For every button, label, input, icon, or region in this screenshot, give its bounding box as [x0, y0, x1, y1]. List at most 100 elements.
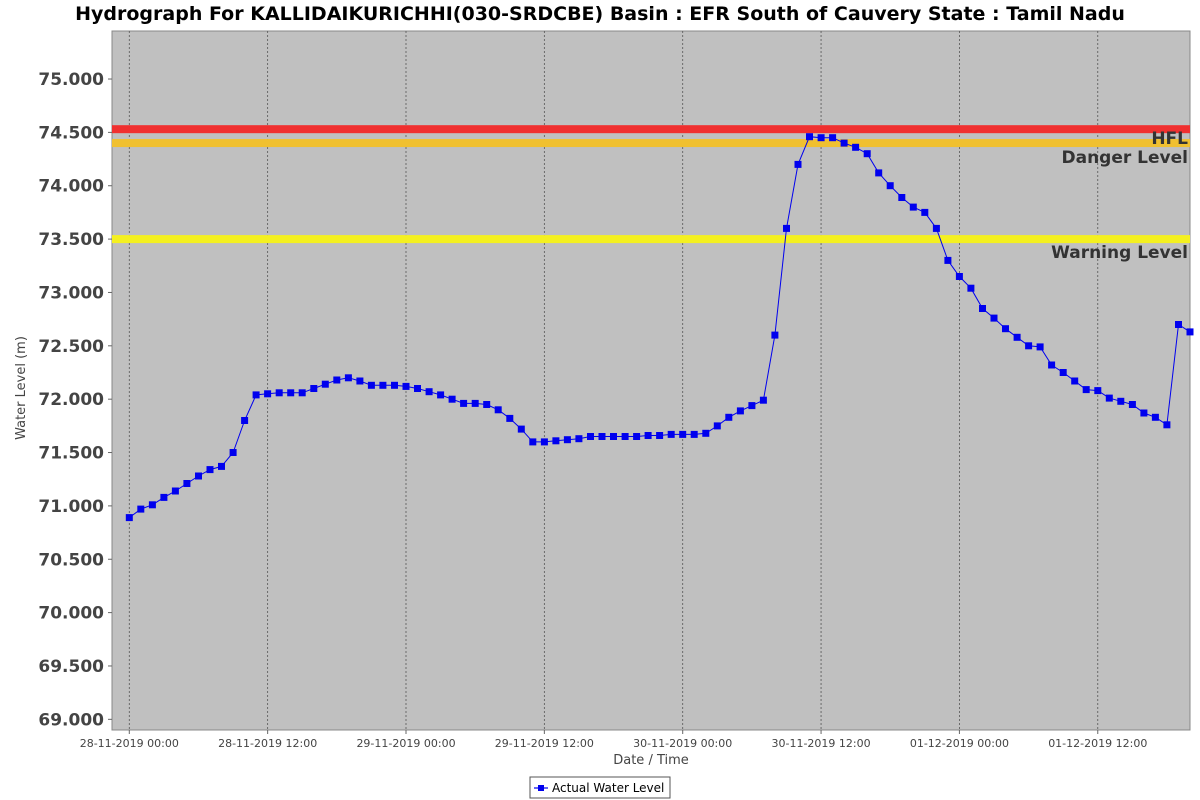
x-tick-label: 30-11-2019 00:00	[633, 737, 732, 750]
data-point	[702, 429, 710, 437]
data-point	[310, 385, 318, 392]
data-point	[598, 433, 606, 440]
data-point	[1013, 333, 1021, 341]
data-point	[610, 433, 617, 440]
data-point	[206, 466, 214, 474]
data-point	[817, 134, 825, 142]
data-point	[806, 133, 813, 141]
data-point	[540, 438, 548, 446]
y-axis-ticks: 69.000 69.500 70.000 70.500 71.000 71.500 72.0…	[38, 70, 112, 730]
data-point	[1140, 409, 1148, 417]
data-point	[794, 160, 802, 168]
threshold-line-hfl	[112, 125, 1190, 134]
threshold-label-warning-level: Warning Level	[1051, 243, 1188, 263]
y-tick-label: 74.500	[38, 123, 104, 143]
data-point	[944, 256, 952, 264]
data-point	[483, 401, 491, 408]
legend-entry-actual-water-level: Actual Water Level	[552, 781, 664, 795]
threshold-label-danger-level: Danger Level	[1062, 148, 1189, 168]
data-point	[183, 480, 191, 487]
data-point	[679, 430, 687, 438]
data-point	[414, 385, 421, 392]
data-point	[1048, 361, 1056, 369]
data-point	[759, 396, 767, 404]
data-point	[909, 203, 917, 211]
y-tick-label: 71.000	[38, 497, 104, 517]
data-point	[921, 208, 929, 216]
legend: Actual Water Level	[529, 776, 671, 799]
data-point	[771, 331, 779, 339]
data-point	[840, 139, 848, 147]
y-tick-label: 74.000	[38, 177, 104, 197]
data-point	[356, 377, 364, 385]
data-point	[783, 224, 790, 232]
data-point	[713, 422, 721, 430]
data-point	[367, 381, 375, 389]
y-tick-label: 70.000	[38, 604, 104, 624]
y-tick-label: 69.000	[38, 710, 104, 730]
data-point	[1175, 321, 1182, 328]
plot-area	[111, 30, 1191, 731]
data-point	[690, 430, 698, 438]
data-point	[448, 395, 456, 403]
legend-box	[529, 776, 671, 799]
y-axis-label: Water Level (m)	[14, 336, 29, 440]
data-point	[321, 380, 329, 388]
data-point	[218, 462, 225, 470]
data-point	[391, 381, 398, 389]
y-tick-label: 70.500	[38, 550, 104, 570]
data-point	[1071, 377, 1079, 385]
data-point	[275, 389, 283, 397]
x-tick-label: 29-11-2019 00:00	[356, 737, 455, 750]
data-point	[148, 501, 156, 509]
data-point	[471, 399, 479, 407]
data-point	[298, 389, 306, 397]
data-point	[863, 150, 871, 158]
threshold-line-warning-level	[112, 235, 1190, 244]
data-point	[898, 194, 906, 201]
data-point	[1036, 343, 1044, 351]
threshold-line-danger-level	[112, 139, 1190, 148]
y-tick-label: 72.500	[38, 337, 104, 357]
data-point	[563, 436, 571, 444]
data-point	[125, 514, 133, 522]
data-point	[379, 381, 387, 389]
data-point	[344, 374, 352, 382]
data-point	[552, 437, 560, 445]
data-point	[1151, 413, 1159, 421]
data-point	[160, 493, 168, 501]
data-point	[229, 449, 237, 456]
data-point	[425, 388, 433, 396]
y-tick-label: 71.500	[38, 444, 104, 464]
data-point	[575, 435, 583, 443]
data-point	[725, 413, 733, 421]
data-point	[1105, 394, 1113, 402]
x-tick-label: 29-11-2019 12:00	[495, 737, 594, 750]
data-point	[1059, 369, 1067, 376]
data-point	[287, 389, 295, 397]
data-point	[264, 390, 272, 398]
x-axis-ticks: 28-11-2019 00:00 28-11-2019 12:00 29-11-20…	[80, 730, 1147, 750]
data-point	[252, 391, 260, 399]
y-tick-label: 69.500	[38, 657, 104, 677]
data-point	[736, 407, 744, 415]
y-tick-label: 73.000	[38, 283, 104, 303]
x-tick-label: 28-11-2019 00:00	[80, 737, 179, 750]
legend-marker-swatch	[538, 785, 544, 791]
data-point	[979, 305, 986, 312]
data-point	[1002, 325, 1009, 333]
data-point	[621, 433, 629, 440]
threshold-label-hfl: HFL	[1151, 129, 1188, 149]
data-point	[932, 224, 940, 232]
data-point	[852, 143, 860, 151]
data-point	[1163, 421, 1171, 429]
data-point	[241, 417, 249, 424]
data-point	[402, 382, 410, 390]
data-point	[506, 414, 514, 422]
x-axis-label: Date / Time	[613, 753, 689, 768]
data-point	[195, 472, 202, 480]
data-point	[529, 438, 537, 446]
data-point	[1186, 328, 1194, 336]
data-point	[829, 134, 837, 142]
threshold-lines	[112, 125, 1190, 244]
